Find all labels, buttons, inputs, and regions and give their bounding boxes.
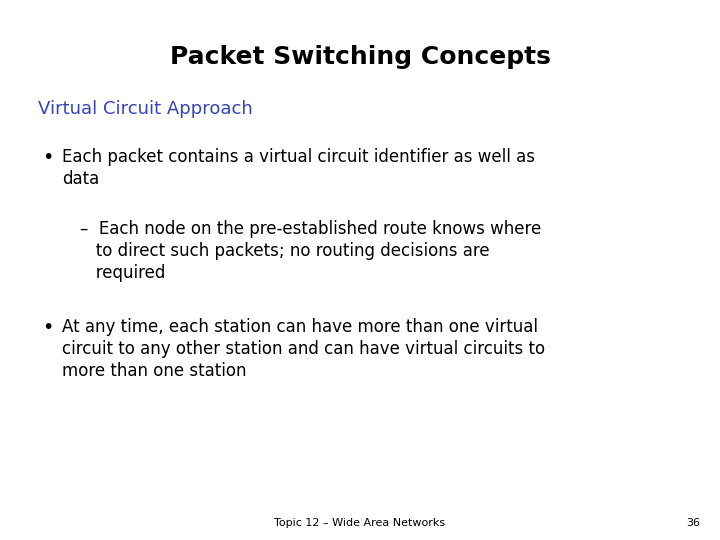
Text: Virtual Circuit Approach: Virtual Circuit Approach bbox=[38, 100, 253, 118]
Text: circuit to any other station and can have virtual circuits to: circuit to any other station and can hav… bbox=[62, 340, 545, 358]
Text: Each packet contains a virtual circuit identifier as well as: Each packet contains a virtual circuit i… bbox=[62, 148, 535, 166]
Text: Topic 12 – Wide Area Networks: Topic 12 – Wide Area Networks bbox=[274, 518, 446, 528]
Text: to direct such packets; no routing decisions are: to direct such packets; no routing decis… bbox=[80, 242, 490, 260]
Text: Packet Switching Concepts: Packet Switching Concepts bbox=[170, 45, 550, 69]
Text: •: • bbox=[42, 148, 53, 167]
Text: required: required bbox=[80, 264, 166, 282]
Text: 36: 36 bbox=[686, 518, 700, 528]
Text: data: data bbox=[62, 170, 99, 188]
Text: •: • bbox=[42, 318, 53, 337]
Text: –  Each node on the pre-established route knows where: – Each node on the pre-established route… bbox=[80, 220, 541, 238]
Text: more than one station: more than one station bbox=[62, 362, 246, 380]
Text: At any time, each station can have more than one virtual: At any time, each station can have more … bbox=[62, 318, 538, 336]
